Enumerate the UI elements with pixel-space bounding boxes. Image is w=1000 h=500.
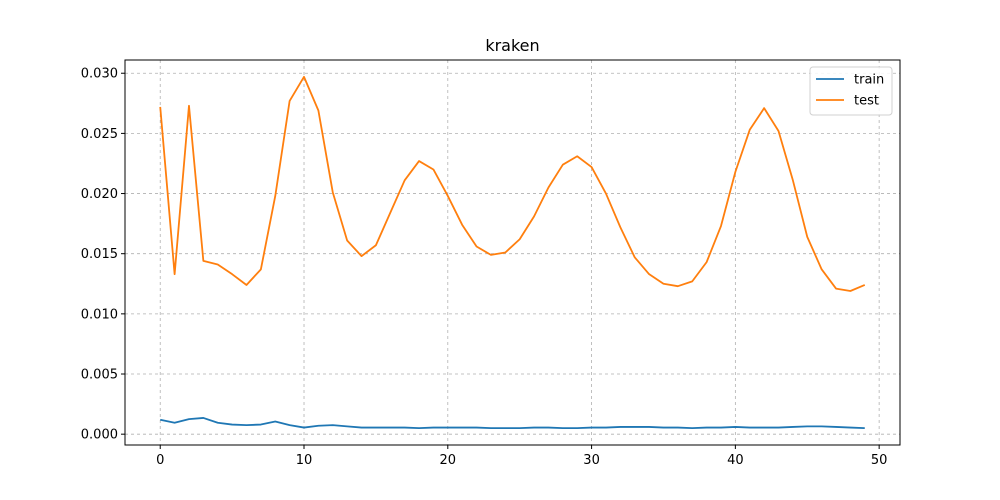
grid [125,60,900,445]
y-tick-label: 0.015 [81,247,118,262]
x-tick-label: 40 [727,453,744,468]
y-tick-label: 0.005 [81,368,118,383]
y-tick-label: 0.025 [81,127,118,142]
y-tick-label: 0.010 [81,307,118,322]
y-tick-label: 0.030 [81,67,118,82]
chart-title: kraken [485,36,539,55]
legend-label-test: test [854,94,879,109]
legend-label-train: train [854,73,884,88]
x-tick-label: 30 [583,453,600,468]
legend: train test [809,66,893,116]
x-tick-label: 10 [296,453,313,468]
y-tick-label: 0.020 [81,187,118,202]
x-axis: 0 10 20 30 40 50 [156,445,887,468]
series-line-train [160,417,865,430]
x-tick-label: 20 [440,453,457,468]
x-tick-label: 0 [156,453,164,468]
x-tick-label: 50 [871,453,888,468]
series-layer [159,75,866,430]
y-tick-label: 0.000 [81,428,118,443]
y-axis: 0.000 0.005 0.010 0.015 0.020 0.025 0.030 [81,67,125,443]
series-line-test [159,75,866,292]
plot-frame [124,59,901,446]
